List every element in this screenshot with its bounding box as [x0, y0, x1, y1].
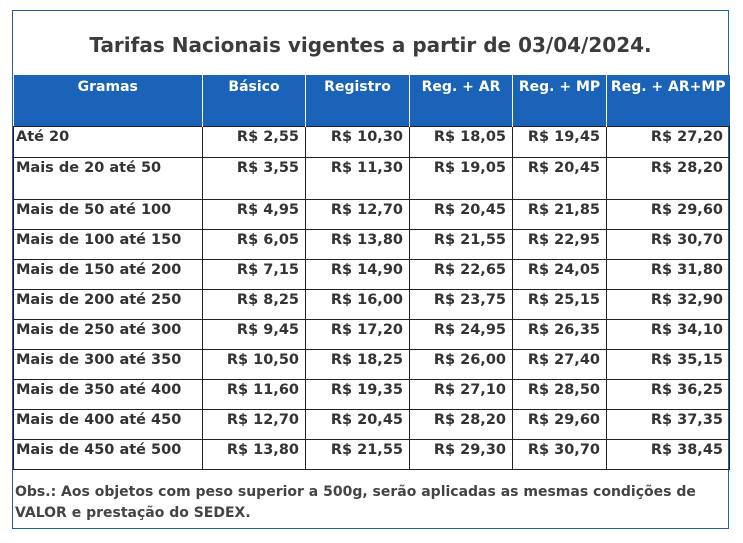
weight-range-cell: Mais de 200 até 250	[13, 289, 203, 320]
registro-cell: R$ 12,70	[305, 199, 410, 230]
registro-cell: R$ 16,00	[305, 289, 410, 320]
header-registro: Registro	[305, 75, 410, 127]
registro-cell: R$ 17,20	[305, 319, 410, 350]
header-basico: Básico	[202, 75, 306, 127]
page-title: Tarifas Nacionais vigentes a partir de 0…	[89, 33, 652, 57]
table-row: Mais de 250 até 300 R$ 9,45 R$ 17,20 R$ 24,…	[13, 319, 730, 350]
weight-range-cell: Mais de 300 até 350	[13, 349, 203, 380]
reg-mp-cell: R$ 27,40	[512, 349, 607, 380]
reg-ar-cell: R$ 27,10	[409, 379, 513, 410]
reg-mp-cell: R$ 21,85	[512, 199, 607, 230]
registro-cell: R$ 13,80	[305, 229, 410, 260]
reg-ar-mp-cell: R$ 28,20	[606, 157, 730, 200]
reg-mp-cell: R$ 25,15	[512, 289, 607, 320]
reg-mp-cell: R$ 30,70	[512, 439, 607, 470]
reg-ar-mp-cell: R$ 38,45	[606, 439, 730, 470]
reg-ar-cell: R$ 28,20	[409, 409, 513, 440]
reg-mp-cell: R$ 26,35	[512, 319, 607, 350]
table-row: Mais de 50 até 100 R$ 4,95 R$ 12,70 R$ 20,4…	[13, 199, 730, 230]
reg-ar-cell: R$ 22,65	[409, 259, 513, 290]
reg-ar-mp-cell: R$ 37,35	[606, 409, 730, 440]
registro-cell: R$ 10,30	[305, 126, 410, 158]
weight-range-cell: Mais de 450 até 500	[13, 439, 203, 470]
basico-cell: R$ 8,25	[202, 289, 306, 320]
registro-cell: R$ 11,30	[305, 157, 410, 200]
reg-ar-cell: R$ 26,00	[409, 349, 513, 380]
table-row: Mais de 20 até 50 R$ 3,55 R$ 11,30 R$ 19,05…	[13, 157, 730, 200]
weight-range-cell: Mais de 100 até 150	[13, 229, 203, 260]
registro-cell: R$ 14,90	[305, 259, 410, 290]
table-row: Mais de 150 até 200 R$ 7,15 R$ 14,90 R$ 22,…	[13, 259, 730, 290]
reg-ar-cell: R$ 24,95	[409, 319, 513, 350]
basico-cell: R$ 10,50	[202, 349, 306, 380]
registro-cell: R$ 18,25	[305, 349, 410, 380]
weight-range-cell: Até 20	[13, 126, 203, 158]
reg-ar-cell: R$ 18,05	[409, 126, 513, 158]
table-row: Mais de 450 até 500 R$ 13,80 R$ 21,55 R$ 29…	[13, 439, 730, 470]
basico-cell: R$ 4,95	[202, 199, 306, 230]
basico-cell: R$ 13,80	[202, 439, 306, 470]
tariff-table: Gramas Básico Registro Reg. + AR Reg. + …	[13, 75, 730, 470]
weight-range-cell: Mais de 250 até 300	[13, 319, 203, 350]
header-reg-mp: Reg. + MP	[512, 75, 607, 127]
basico-cell: R$ 12,70	[202, 409, 306, 440]
reg-ar-mp-cell: R$ 30,70	[606, 229, 730, 260]
tariff-panel: Tarifas Nacionais vigentes a partir de 0…	[12, 10, 730, 529]
reg-ar-mp-cell: R$ 35,15	[606, 349, 730, 380]
weight-range-cell: Mais de 350 até 400	[13, 379, 203, 410]
table-row: Até 20 R$ 2,55 R$ 10,30 R$ 18,05 R$ 19,45 R$ …	[13, 126, 730, 158]
basico-cell: R$ 3,55	[202, 157, 306, 200]
basico-cell: R$ 11,60	[202, 379, 306, 410]
reg-ar-cell: R$ 20,45	[409, 199, 513, 230]
weight-range-cell: Mais de 400 até 450	[13, 409, 203, 440]
weight-range-cell: Mais de 150 até 200	[13, 259, 203, 290]
table-row: Mais de 100 até 150 R$ 6,05 R$ 13,80 R$ 21,…	[13, 229, 730, 260]
reg-ar-mp-cell: R$ 31,80	[606, 259, 730, 290]
table-body: Até 20 R$ 2,55 R$ 10,30 R$ 18,05 R$ 19,45 R$ …	[13, 126, 730, 470]
header-reg-ar: Reg. + AR	[409, 75, 513, 127]
reg-ar-mp-cell: R$ 29,60	[606, 199, 730, 230]
reg-mp-cell: R$ 24,05	[512, 259, 607, 290]
basico-cell: R$ 7,15	[202, 259, 306, 290]
table-header-row: Gramas Básico Registro Reg. + AR Reg. + …	[13, 75, 730, 127]
weight-range-cell: Mais de 20 até 50	[13, 157, 203, 200]
basico-cell: R$ 6,05	[202, 229, 306, 260]
table-row: Mais de 200 até 250 R$ 8,25 R$ 16,00 R$ 23,…	[13, 289, 730, 320]
reg-ar-mp-cell: R$ 34,10	[606, 319, 730, 350]
table-row: Mais de 400 até 450 R$ 12,70 R$ 20,45 R$ 28…	[13, 409, 730, 440]
registro-cell: R$ 20,45	[305, 409, 410, 440]
reg-ar-mp-cell: R$ 27,20	[606, 126, 730, 158]
weight-range-cell: Mais de 50 até 100	[13, 199, 203, 230]
reg-mp-cell: R$ 28,50	[512, 379, 607, 410]
header-gramas: Gramas	[13, 75, 203, 127]
observation-note: Obs.: Aos objetos com peso superior a 50…	[15, 484, 696, 521]
basico-cell: R$ 9,45	[202, 319, 306, 350]
table-row: Mais de 300 até 350 R$ 10,50 R$ 18,25 R$ 26…	[13, 349, 730, 380]
reg-mp-cell: R$ 22,95	[512, 229, 607, 260]
reg-mp-cell: R$ 29,60	[512, 409, 607, 440]
table-row: Mais de 350 até 400 R$ 11,60 R$ 19,35 R$ 27…	[13, 379, 730, 410]
reg-mp-cell: R$ 19,45	[512, 126, 607, 158]
header-reg-ar-mp: Reg. + AR+MP	[606, 75, 730, 127]
reg-ar-cell: R$ 21,55	[409, 229, 513, 260]
registro-cell: R$ 19,35	[305, 379, 410, 410]
reg-ar-cell: R$ 23,75	[409, 289, 513, 320]
registro-cell: R$ 21,55	[305, 439, 410, 470]
reg-mp-cell: R$ 20,45	[512, 157, 607, 200]
reg-ar-mp-cell: R$ 36,25	[606, 379, 730, 410]
reg-ar-cell: R$ 19,05	[409, 157, 513, 200]
reg-ar-cell: R$ 29,30	[409, 439, 513, 470]
reg-ar-mp-cell: R$ 32,90	[606, 289, 730, 320]
basico-cell: R$ 2,55	[202, 126, 306, 158]
